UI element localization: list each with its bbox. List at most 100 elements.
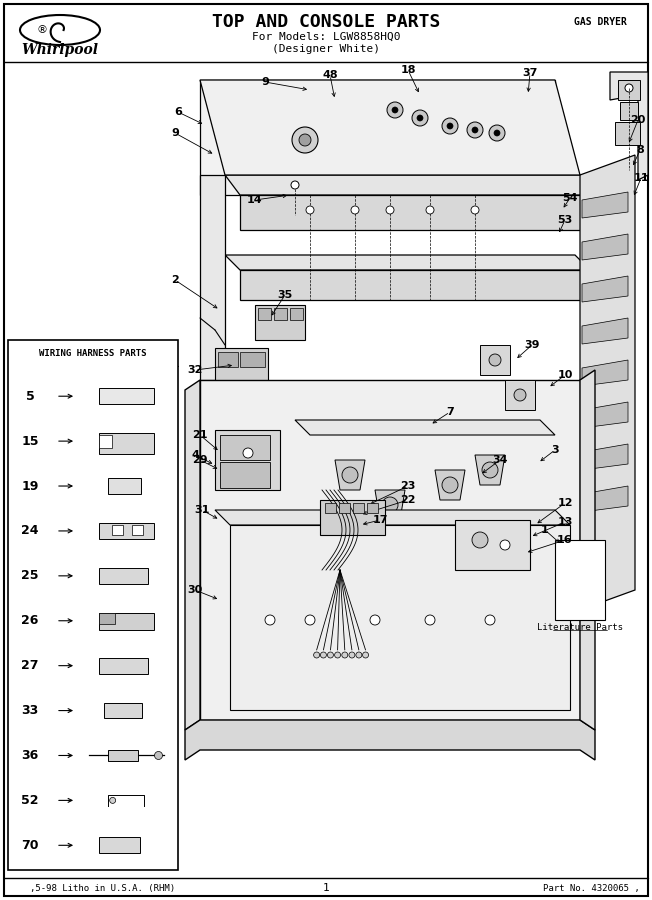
Circle shape xyxy=(351,206,359,214)
Text: 36: 36 xyxy=(22,749,38,762)
Text: 3: 3 xyxy=(551,445,559,455)
Text: 37: 37 xyxy=(522,68,538,78)
Circle shape xyxy=(230,155,240,165)
Text: 9: 9 xyxy=(261,77,269,87)
Circle shape xyxy=(230,125,240,135)
Circle shape xyxy=(489,354,501,366)
Circle shape xyxy=(327,652,333,658)
Text: 39: 39 xyxy=(524,340,540,350)
Polygon shape xyxy=(225,175,595,195)
Text: 24: 24 xyxy=(22,525,38,537)
Text: TOP AND CONSOLE PARTS: TOP AND CONSOLE PARTS xyxy=(212,13,440,31)
Text: 32: 32 xyxy=(187,365,203,375)
Text: 16: 16 xyxy=(557,535,573,545)
Polygon shape xyxy=(185,720,595,760)
Circle shape xyxy=(382,497,398,513)
Text: 53: 53 xyxy=(557,215,572,225)
Text: 27: 27 xyxy=(22,659,38,672)
Circle shape xyxy=(494,130,500,136)
Bar xyxy=(218,352,238,367)
Ellipse shape xyxy=(20,15,100,45)
Bar xyxy=(274,308,287,320)
Circle shape xyxy=(370,615,380,625)
Polygon shape xyxy=(200,80,580,175)
Circle shape xyxy=(471,206,479,214)
Circle shape xyxy=(349,652,355,658)
Bar xyxy=(112,525,123,535)
Polygon shape xyxy=(335,460,365,490)
Bar xyxy=(98,389,153,404)
Polygon shape xyxy=(240,270,590,300)
Text: 19: 19 xyxy=(22,480,38,492)
Circle shape xyxy=(305,615,315,625)
Circle shape xyxy=(299,134,311,146)
Text: 1: 1 xyxy=(323,883,329,893)
Polygon shape xyxy=(240,195,595,230)
Polygon shape xyxy=(255,305,305,340)
Text: WIRING HARNESS PARTS: WIRING HARNESS PARTS xyxy=(39,349,147,358)
Circle shape xyxy=(392,107,398,113)
Polygon shape xyxy=(615,122,640,145)
Text: 6: 6 xyxy=(174,107,182,117)
Bar xyxy=(104,703,142,718)
Circle shape xyxy=(292,127,318,153)
Polygon shape xyxy=(225,255,590,270)
Polygon shape xyxy=(185,380,200,730)
Bar xyxy=(8,340,178,870)
Circle shape xyxy=(442,118,458,134)
Polygon shape xyxy=(620,102,638,120)
Text: 52: 52 xyxy=(22,794,38,807)
Circle shape xyxy=(412,110,428,126)
Circle shape xyxy=(482,462,498,478)
Text: For Models: LGW8858HQ0: For Models: LGW8858HQ0 xyxy=(252,32,400,42)
Polygon shape xyxy=(618,80,640,100)
Text: 18: 18 xyxy=(400,65,416,75)
Text: 31: 31 xyxy=(194,505,210,515)
Polygon shape xyxy=(200,175,225,380)
Text: 25: 25 xyxy=(22,570,38,582)
Text: 7: 7 xyxy=(446,407,454,417)
Circle shape xyxy=(291,181,299,189)
Text: 12: 12 xyxy=(557,498,572,508)
Polygon shape xyxy=(582,318,628,344)
Polygon shape xyxy=(582,486,628,512)
Polygon shape xyxy=(582,234,628,260)
Text: 29: 29 xyxy=(192,455,208,465)
Circle shape xyxy=(447,123,453,129)
Bar xyxy=(367,503,378,513)
Polygon shape xyxy=(455,520,530,570)
Circle shape xyxy=(155,752,162,760)
Text: 15: 15 xyxy=(22,435,38,447)
Circle shape xyxy=(500,540,510,550)
Polygon shape xyxy=(480,345,510,375)
Bar xyxy=(132,525,143,535)
Circle shape xyxy=(342,652,348,658)
Polygon shape xyxy=(582,402,628,428)
Circle shape xyxy=(417,115,423,121)
Circle shape xyxy=(426,206,434,214)
Bar xyxy=(98,568,148,584)
Circle shape xyxy=(320,652,327,658)
Circle shape xyxy=(485,615,495,625)
Polygon shape xyxy=(200,80,555,195)
Circle shape xyxy=(265,615,275,625)
Polygon shape xyxy=(582,276,628,302)
Circle shape xyxy=(467,122,483,138)
Polygon shape xyxy=(435,470,465,500)
Polygon shape xyxy=(215,348,268,385)
Circle shape xyxy=(387,102,403,118)
Circle shape xyxy=(342,467,358,483)
Circle shape xyxy=(356,652,362,658)
Text: 20: 20 xyxy=(630,115,645,125)
Bar xyxy=(353,503,364,513)
Bar xyxy=(240,352,265,367)
Text: 1: 1 xyxy=(541,525,549,535)
Text: 2: 2 xyxy=(171,275,179,285)
Polygon shape xyxy=(375,490,405,520)
Text: 13: 13 xyxy=(557,517,572,527)
Text: 14: 14 xyxy=(247,195,263,205)
Text: (Designer White): (Designer White) xyxy=(272,44,380,54)
Polygon shape xyxy=(220,462,270,488)
Polygon shape xyxy=(215,510,570,525)
Bar xyxy=(98,613,115,624)
